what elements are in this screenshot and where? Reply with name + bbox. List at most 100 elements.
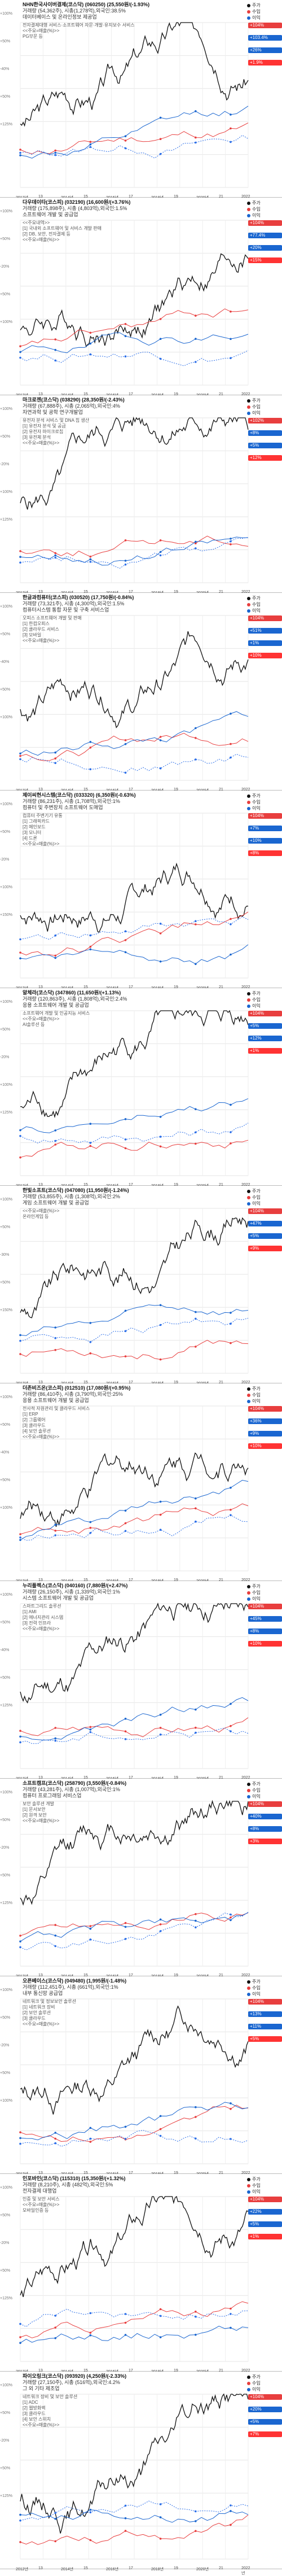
series-point xyxy=(89,2137,92,2140)
legend-label: 이익 xyxy=(252,213,261,218)
stock-title[interactable]: 더존비즈온(코스피) (012510) (17,080원/(+0.95%) xyxy=(23,1385,131,1391)
legend-item: 주가 xyxy=(247,990,276,997)
percent-label: -20% xyxy=(0,2044,10,2047)
series-point xyxy=(19,550,21,552)
x-tick-label: 21 xyxy=(219,1974,223,1977)
series-point xyxy=(89,1352,92,1355)
stock-industry: 컴퓨터 및 주변장치 소프트웨어 도매업 xyxy=(23,805,103,810)
price-chart-svg xyxy=(19,220,249,386)
series-point xyxy=(195,1919,197,1922)
series-point xyxy=(230,1514,232,1516)
x-tick-label: 19 xyxy=(174,392,178,396)
series-point xyxy=(159,1727,162,1729)
x-tick-label: 2018년 xyxy=(151,2568,164,2571)
series-point xyxy=(54,1326,56,1329)
panel-header: 마크로젠(코스닥) (038290) (28,350원/(-2.43%) 거래량 … xyxy=(23,397,254,416)
stock-industry: 자연과학 및 공학 연구개발업 xyxy=(23,409,83,415)
chart-legend: 주가 수입 이익 xyxy=(247,1386,276,1404)
legend-dot-icon xyxy=(247,399,250,403)
series-point xyxy=(89,1322,92,1324)
stock-title[interactable]: 소프트캠프(코스닥) (258790) (3,550원/(-0.84%) xyxy=(23,1780,127,1786)
stock-title[interactable]: 제이씨현시스템(코스닥) (033320) (6,350원/(-0.63%) xyxy=(23,792,136,798)
stock-title[interactable]: 인포바인(코스닥) (115310) (15,350원/(+1.32%) xyxy=(23,2176,126,2181)
legend-item: 이익 xyxy=(247,15,276,21)
x-tick-label: 17 xyxy=(129,2566,133,2570)
stock-title[interactable]: 알체라(코스닥) (347860) (11,650원/(+1.13%) xyxy=(23,990,121,996)
legend-label: 주가 xyxy=(252,793,261,798)
series-point xyxy=(54,954,56,957)
x-tick-label: 2022년 xyxy=(241,2566,250,2575)
x-tick-label: 21 xyxy=(219,392,223,396)
x-tick-label: 2012년 xyxy=(16,2568,29,2571)
note-line: [2] DB, 보안, 전자결제 등 xyxy=(23,232,70,237)
note-line: [3] 전력 인프라 xyxy=(23,1621,51,1626)
series-point xyxy=(54,757,56,759)
stock-title[interactable]: 파이오링크(코스닥) (093920) (4,250원/(-2.33%) xyxy=(23,2373,127,2379)
chart-legend: 주가 수입 이익 xyxy=(247,793,276,811)
series-point xyxy=(124,1509,127,1512)
price-chart-svg xyxy=(19,1208,249,1374)
stock-industry: 응용 소프트웨어 개발 및 공급업 xyxy=(23,1002,89,1008)
left-percent-labels: +100% +50% -20% +50% +100% xyxy=(0,1988,20,2103)
series-point xyxy=(124,1309,127,1312)
legend-label: 이익 xyxy=(252,2189,261,2194)
percent-label: -40% xyxy=(0,67,10,71)
stock-volume: 거래량 (86,231주), 시총 (1,708억),외국인:1% xyxy=(23,798,120,804)
series-point xyxy=(230,756,232,759)
series-point xyxy=(230,1913,232,1916)
legend-item: 주가 xyxy=(247,2374,276,2380)
series-point xyxy=(54,556,56,559)
revenue-series-line xyxy=(20,123,249,154)
series-point xyxy=(195,1317,197,1320)
right-value-tags: +104% +103.4% +26% +1.9% xyxy=(248,23,282,67)
legend-dot-icon xyxy=(247,2190,250,2194)
percent-label: +100% xyxy=(0,2099,12,2103)
legend-item: 주가 xyxy=(247,1583,276,1590)
note-line: 전사적 자원관리 및 클라우드 서비스 xyxy=(23,1406,90,1411)
note-line: [2] 유전자 마이크로칩 xyxy=(23,429,64,434)
stock-title[interactable]: 오픈베이스(코스닥) (049480) (1,995원/(-1.48%) xyxy=(23,1978,127,1984)
panel-notes: 보안 솔루션 개발 [1] 문서보안 [2] 원격 보안 <<주요=매출(%)>> xyxy=(23,1801,248,1824)
stock-title[interactable]: 다우데이타(코스피) (032190) (16,600원/(+3.76%) xyxy=(23,199,131,205)
legend-label: 주가 xyxy=(252,3,261,8)
stock-title[interactable]: 한글과컴퓨터(코스피) (030520) (17,750원/(-0.84%) xyxy=(23,595,134,600)
value-tag: +5% xyxy=(248,1233,282,1239)
stock-title[interactable]: 한빛소프트(코스닥) (047080) (11,950원/(-1.24%) xyxy=(23,1187,129,1193)
percent-label: +100% xyxy=(0,209,12,213)
legend-dot-icon xyxy=(247,1399,250,1403)
note-line: 보안 솔루션 개발 xyxy=(23,1801,54,1806)
panel-notes: 전사적 자원관리 및 클라우드 서비스 [1] ERP [2] 그룹웨어 [3] 클라… xyxy=(23,1406,248,1440)
series-point xyxy=(19,1339,21,1342)
series-point xyxy=(159,138,162,140)
x-tick-label: 15 xyxy=(83,788,88,792)
series-point xyxy=(230,1103,232,1106)
x-tick-label: 21 xyxy=(219,590,223,594)
series-point xyxy=(230,538,232,540)
stock-title[interactable]: 누리플렉스(코스닥) (040160) (7,880원/(+2.47%) xyxy=(23,1583,128,1588)
x-tick-label: 15 xyxy=(83,1776,88,1780)
note-line: 모바일인증 등 xyxy=(23,2208,49,2213)
legend-dot-icon xyxy=(247,10,250,14)
series-point xyxy=(195,1131,197,1134)
x-tick-label: 17 xyxy=(129,1381,133,1385)
series-point xyxy=(19,1156,21,1159)
series-point xyxy=(124,1926,127,1928)
series-point xyxy=(159,1116,162,1118)
value-tag: +104% xyxy=(248,220,282,226)
series-point xyxy=(54,348,56,351)
legend-dot-icon xyxy=(247,16,250,20)
left-percent-labels: +100% +50% -30% +50% +150% xyxy=(0,1197,20,1313)
series-point xyxy=(230,311,232,313)
value-tag: +102% xyxy=(248,418,282,423)
note-line: <<주요=매출(%)>> xyxy=(23,841,60,846)
series-point xyxy=(124,323,127,325)
series-point xyxy=(54,2540,56,2543)
stock-industry: 소프트웨어 개발 및 공급업 xyxy=(23,212,78,217)
stock-title[interactable]: NHN한국사이버결제(코스닥) (060250) (25,550원/(-1.93… xyxy=(23,2,150,7)
note-line: [3] 클라우드 xyxy=(23,2016,46,2021)
legend-item: 주가 xyxy=(247,200,276,206)
stock-title[interactable]: 마크로젠(코스닥) (038290) (28,350원/(-2.43%) xyxy=(23,397,125,403)
value-tag: +8% xyxy=(248,1826,282,1832)
series-point xyxy=(89,1927,92,1930)
note-line: 온라인게임 등 xyxy=(23,1214,49,1219)
